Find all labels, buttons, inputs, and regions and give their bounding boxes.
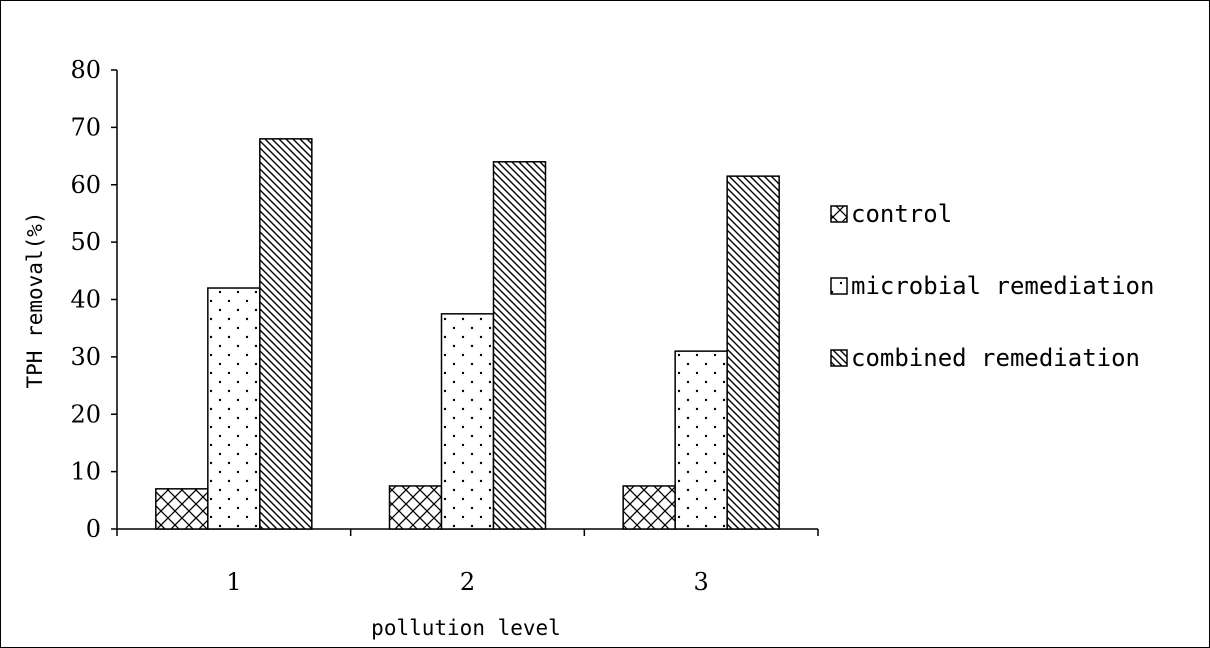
legend-swatch bbox=[830, 349, 848, 367]
legend-swatch bbox=[830, 205, 848, 223]
legend-label: combined remediation bbox=[851, 344, 1140, 372]
bar bbox=[259, 138, 313, 530]
y-tick-label: 40 bbox=[70, 286, 101, 314]
x-tick-label: 3 bbox=[694, 568, 709, 596]
bar bbox=[388, 485, 443, 530]
legend-swatch bbox=[830, 277, 848, 295]
y-axis-title: TPH removal(%) bbox=[23, 211, 47, 388]
legend-label: control bbox=[851, 200, 952, 228]
y-tick-label: 0 bbox=[86, 515, 101, 543]
bar bbox=[622, 485, 676, 530]
x-tick-label: 1 bbox=[226, 568, 241, 596]
y-tick-label: 80 bbox=[70, 56, 101, 84]
x-axis-title: pollution level bbox=[371, 616, 561, 640]
bar bbox=[492, 161, 547, 530]
labels: TPH removal(%) pollution level bbox=[23, 211, 561, 640]
y-tick-label: 30 bbox=[70, 343, 101, 371]
bar bbox=[726, 175, 780, 530]
bar bbox=[207, 287, 261, 530]
bar bbox=[674, 350, 728, 530]
x-tick-label: 2 bbox=[460, 568, 475, 596]
bar bbox=[155, 488, 209, 530]
bars bbox=[155, 138, 780, 530]
y-tick-label: 50 bbox=[70, 228, 101, 256]
legend: control microbial remediation combined rem… bbox=[830, 200, 1154, 372]
bar bbox=[440, 313, 495, 530]
y-tick-label: 70 bbox=[70, 113, 101, 141]
y-tick-label: 10 bbox=[70, 458, 101, 486]
y-tick-label: 60 bbox=[70, 171, 101, 199]
y-tick-label: 20 bbox=[70, 400, 101, 428]
legend-label: microbial remediation bbox=[851, 272, 1154, 300]
